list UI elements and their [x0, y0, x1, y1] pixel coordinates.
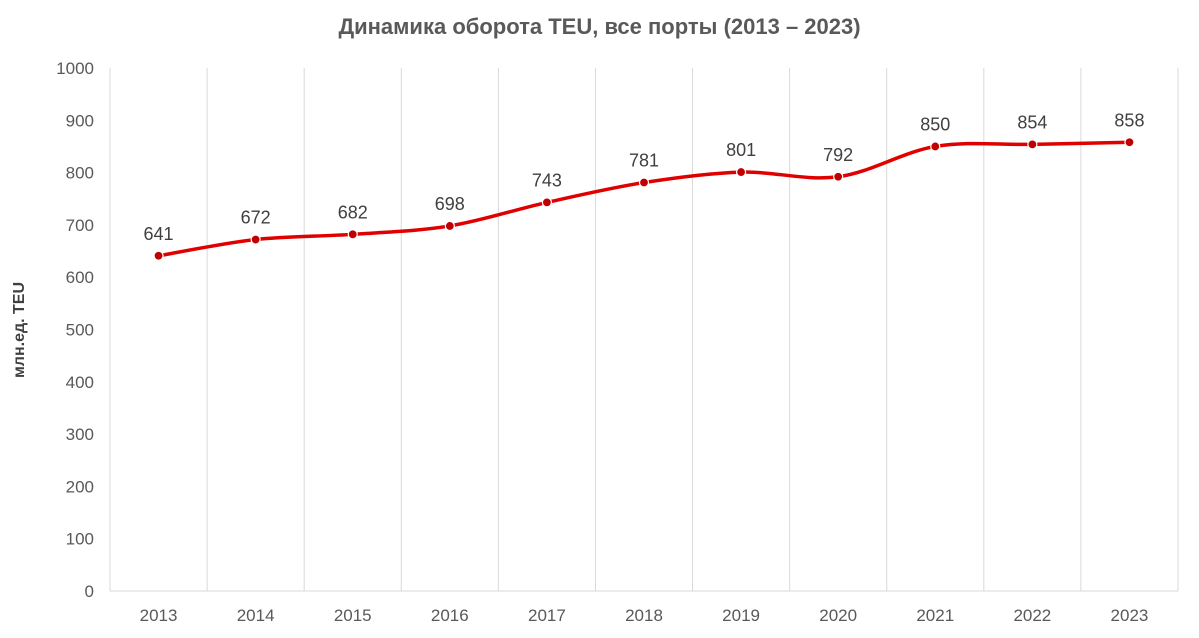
data-label: 858: [1114, 110, 1144, 130]
y-tick-label: 0: [85, 582, 94, 601]
x-tick-label: 2014: [237, 606, 275, 625]
y-tick-label: 800: [66, 164, 94, 183]
y-tick-label: 700: [66, 216, 94, 235]
data-point-marker: [638, 177, 650, 188]
data-label: 743: [532, 170, 562, 190]
data-label: 698: [435, 194, 465, 214]
x-tick-label: 2022: [1013, 606, 1051, 625]
data-point-marker: [930, 141, 941, 152]
y-tick-label: 300: [66, 425, 94, 444]
data-labels: 641 672 682 698 743 781 801 792 850 854 858: [144, 110, 1145, 243]
data-point-marker: [347, 229, 358, 240]
y-tick-label: 900: [66, 111, 94, 130]
x-tick-label: 2018: [625, 606, 663, 625]
y-tick-label: 400: [66, 373, 94, 392]
y-axis: 0 100 200 300 400 500 600 700 800 900 1000: [56, 59, 94, 601]
x-tick-label: 2016: [431, 606, 469, 625]
series-markers: [153, 137, 1135, 261]
data-point-marker: [444, 220, 455, 232]
x-axis: 2013 2014 2015 2016 2017 2018 2019 2020 2021 2022…: [140, 606, 1149, 625]
x-tick-label: 2020: [819, 606, 857, 625]
data-label: 792: [823, 145, 853, 165]
data-point-marker: [153, 250, 164, 261]
data-label: 781: [629, 151, 659, 171]
y-tick-label: 100: [66, 530, 94, 549]
y-tick-label: 200: [66, 477, 94, 496]
data-point-marker: [1124, 137, 1135, 148]
x-tick-label: 2021: [916, 606, 954, 625]
x-tick-label: 2023: [1111, 606, 1149, 625]
data-label: 854: [1017, 112, 1047, 132]
grid-lines: [109, 68, 1179, 592]
chart-title: Динамика оборота TEU, все порты (2013 – …: [338, 14, 861, 39]
data-point-marker: [833, 171, 844, 182]
y-axis-title: млн.ед. TEU: [11, 282, 28, 378]
x-tick-label: 2015: [334, 606, 372, 625]
x-tick-label: 2017: [528, 606, 566, 625]
y-tick-label: 600: [66, 268, 94, 287]
data-label: 672: [241, 208, 271, 228]
data-point-marker: [735, 166, 747, 178]
data-label: 850: [920, 114, 950, 134]
x-tick-label: 2013: [140, 606, 178, 625]
data-point-marker: [541, 197, 553, 208]
data-point-marker: [1027, 139, 1038, 150]
y-tick-label: 1000: [56, 59, 94, 78]
data-label: 682: [338, 202, 368, 222]
data-label: 641: [144, 224, 174, 244]
x-tick-label: 2019: [722, 606, 760, 625]
data-point-marker: [250, 234, 261, 245]
data-label: 801: [726, 140, 756, 160]
y-tick-label: 500: [66, 321, 94, 340]
